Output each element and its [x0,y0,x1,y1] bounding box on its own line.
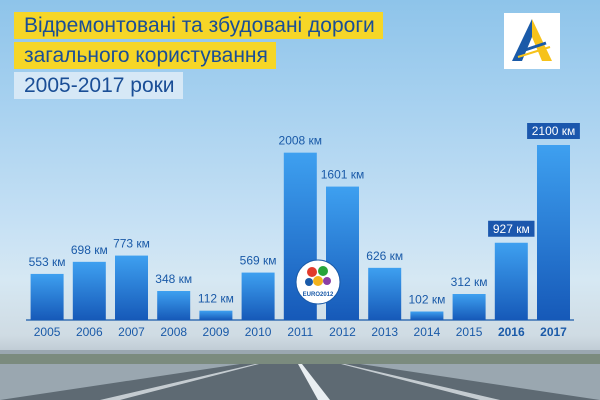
title-block: Відремонтовані та збудовані дороги загал… [14,12,383,99]
euro-badge-text: EURO2012 [303,292,334,298]
x-tick-label-2014: 2014 [414,325,441,339]
value-label-2013: 626 км [366,249,403,263]
bar-2005 [30,273,64,320]
chart-subtitle: 2005-2017 роки [14,72,183,99]
value-label-2012: 1601 км [321,168,365,182]
x-tick-label-2011: 2011 [287,325,313,339]
road-agency-logo-icon [504,13,560,69]
bar-2009 [199,310,233,320]
x-tick-label-2005: 2005 [34,325,61,339]
x-tick-label-2008: 2008 [160,325,187,339]
x-tick-label-2017: 2017 [540,325,567,339]
value-label-2007: 773 км [113,237,150,251]
bar-2017 [537,145,570,320]
chart-title-line-2: загального користування [14,42,276,69]
value-label-2006: 698 км [71,243,108,257]
value-label-2009: 112 км [198,292,234,306]
bar-2014 [410,311,444,320]
value-label-2005: 553 км [29,255,66,269]
x-tick-label-2016: 2016 [498,325,525,339]
value-label-2011: 2008 км [279,134,323,148]
value-label-box-2016 [488,220,535,237]
x-tick-label-2013: 2013 [371,325,398,339]
value-label-2016: 927 км [493,222,530,236]
value-label-box-2017 [527,123,580,139]
x-tick-label-2015: 2015 [456,325,483,339]
value-label-2017: 2100 км [532,124,576,138]
value-label-2014: 102 км [408,293,445,307]
road-photo-background [0,350,600,400]
euro-2012-logo-icon: EURO2012 [295,259,341,305]
x-tick-label-2007: 2007 [118,325,145,339]
bar-2010 [241,272,275,320]
x-tick-label-2009: 2009 [203,325,230,339]
bar-2016 [494,242,528,320]
bar-2006 [72,261,106,320]
bar-2007 [115,255,148,320]
value-label-2015: 312 км [451,275,488,289]
x-tick-label-2006: 2006 [76,325,103,339]
bar-2015 [452,294,486,320]
value-label-2008: 348 км [155,272,192,286]
value-label-2010: 569 км [240,254,277,268]
x-tick-label-2012: 2012 [329,325,356,339]
x-tick-label-2010: 2010 [245,325,272,339]
bar-2013 [368,267,402,320]
chart-title-line-1: Відремонтовані та збудовані дороги [14,12,383,39]
bar-2008 [157,291,191,320]
